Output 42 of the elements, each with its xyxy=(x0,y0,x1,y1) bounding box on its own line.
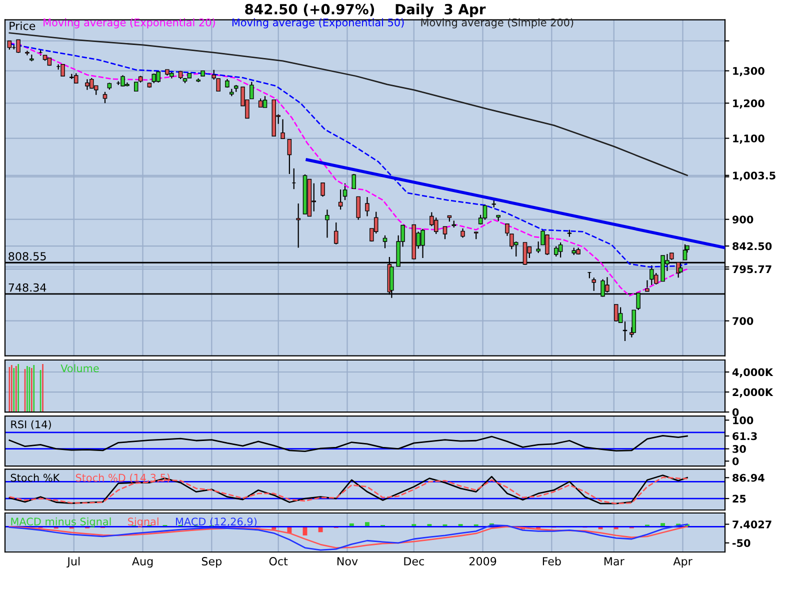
chart-title: 842.50 (+0.97%) Daily 3 Apr xyxy=(245,4,486,18)
series-label: Volume xyxy=(60,364,99,372)
series-label: MACD (12,26,9) xyxy=(176,517,256,527)
text: Moving average (Exponential 50) xyxy=(232,18,404,28)
y-tick-label: 0 xyxy=(732,457,739,466)
y-tick-label: 86.94 xyxy=(732,474,764,482)
x-tick-label: 2009 xyxy=(469,557,496,566)
x-tick-label: Mar xyxy=(604,557,624,566)
text: Moving average (Exponential 20) xyxy=(44,18,215,28)
y-tick-label: 2,000K xyxy=(732,388,774,398)
text: Moving average (Simple 200) xyxy=(421,18,574,28)
ref-line-label: 808.55 xyxy=(8,252,46,260)
y-tick-label: 100 xyxy=(733,416,754,424)
x-tick-label: Jul xyxy=(66,556,80,568)
series-label: MACD minus Signal xyxy=(11,517,111,528)
y-tick-label: 1,200 xyxy=(733,99,764,109)
y-tick-label: 25 xyxy=(732,494,746,503)
x-tick-label: Feb xyxy=(542,556,561,566)
y-tick-label: 900 xyxy=(732,216,754,224)
y-tick-label: 842.50 xyxy=(732,242,772,250)
y-tick-label: 700 xyxy=(732,317,754,325)
x-tick-label: Oct xyxy=(269,557,288,566)
y-tick-label: 61.3 xyxy=(732,432,757,440)
x-tick-label: Sep xyxy=(202,557,222,568)
x-tick-label: Apr xyxy=(673,557,692,568)
y-tick-label: 30 xyxy=(732,445,746,453)
y-tick-label: 7.4027 xyxy=(732,520,772,528)
y-tick-label: 795.77 xyxy=(732,265,772,274)
y-tick-label: 1,300 xyxy=(733,67,764,76)
x-tick-label: Nov xyxy=(337,557,358,566)
y-tick-label: 1,003.5 xyxy=(733,172,776,181)
series-label: RSI (14) xyxy=(11,420,51,430)
series-label: Signal xyxy=(128,517,158,528)
y-tick-label: 0 xyxy=(732,408,739,416)
y-tick-label: -50 xyxy=(732,539,750,548)
y-tick-label: 4,000K xyxy=(732,368,774,378)
ref-line-label: 748.34 xyxy=(8,283,46,292)
series-label: Stoch %K xyxy=(10,474,60,482)
x-tick-label: Aug xyxy=(132,557,153,568)
y-tick-label: 1,100 xyxy=(733,134,764,144)
x-tick-label: Dec xyxy=(404,557,424,566)
y-axis-title: Price xyxy=(10,21,36,30)
